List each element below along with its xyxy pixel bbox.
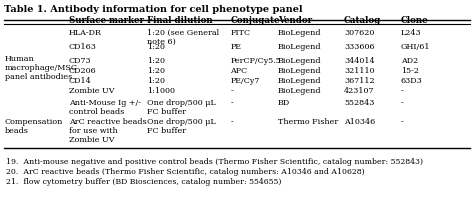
Text: Table 1. Antibody information for cell phenotype panel: Table 1. Antibody information for cell p… xyxy=(4,5,302,14)
Text: 15-2: 15-2 xyxy=(401,67,419,75)
Text: 1:1000: 1:1000 xyxy=(147,87,175,95)
Text: BioLegend: BioLegend xyxy=(278,67,321,75)
Text: CD206: CD206 xyxy=(69,67,97,75)
Text: APC: APC xyxy=(230,67,247,75)
Text: 19.  Anti-mouse negative and positive control beads (Thermo Fisher Scientific, c: 19. Anti-mouse negative and positive con… xyxy=(6,158,423,166)
Text: BioLegend: BioLegend xyxy=(278,77,321,85)
Text: PE: PE xyxy=(230,43,241,51)
Text: -: - xyxy=(401,87,403,95)
Text: One drop/500 μL
FC buffer: One drop/500 μL FC buffer xyxy=(147,99,216,116)
Text: CD73: CD73 xyxy=(69,57,91,65)
Text: Thermo Fisher: Thermo Fisher xyxy=(278,118,338,126)
Text: 321110: 321110 xyxy=(344,67,374,75)
Text: Final dilution: Final dilution xyxy=(147,16,213,25)
Text: PE/Cy7: PE/Cy7 xyxy=(230,77,260,85)
Text: BioLegend: BioLegend xyxy=(278,57,321,65)
Text: -: - xyxy=(230,99,233,107)
Text: 307620: 307620 xyxy=(344,29,374,37)
Text: -: - xyxy=(230,118,233,126)
Text: Conjugate: Conjugate xyxy=(230,16,280,25)
Text: CD14: CD14 xyxy=(69,77,92,85)
Text: FITC: FITC xyxy=(230,29,250,37)
Text: Compensation
beads: Compensation beads xyxy=(5,117,64,135)
Text: A10346: A10346 xyxy=(344,118,375,126)
Text: BioLegend: BioLegend xyxy=(278,43,321,51)
Text: 20.  ArC reactive beads (Thermo Fisher Scientific, catalog numbers: A10346 and A: 20. ArC reactive beads (Thermo Fisher Sc… xyxy=(6,168,365,176)
Text: 21.  flow cytometry buffer (BD Biosciences, catalog number: 554655): 21. flow cytometry buffer (BD Bioscience… xyxy=(6,178,282,186)
Text: 367112: 367112 xyxy=(344,77,374,85)
Text: L243: L243 xyxy=(401,29,421,37)
Text: 1:20 (see General
note 6): 1:20 (see General note 6) xyxy=(147,29,219,46)
Text: 423107: 423107 xyxy=(344,87,374,95)
Text: 1:20: 1:20 xyxy=(147,67,165,75)
Text: -: - xyxy=(401,118,403,126)
Text: Human
macrophage/MSC
panel antibodies: Human macrophage/MSC panel antibodies xyxy=(5,55,78,81)
Text: BD: BD xyxy=(278,99,290,107)
Text: Surface marker: Surface marker xyxy=(69,16,144,25)
Text: One drop/500 μL
FC buffer: One drop/500 μL FC buffer xyxy=(147,118,216,135)
Text: Catalog: Catalog xyxy=(344,16,381,25)
Text: Vendor: Vendor xyxy=(278,16,312,25)
Text: -: - xyxy=(401,99,403,107)
Text: GHI/61: GHI/61 xyxy=(401,43,430,51)
Text: Anti-Mouse Ig +/-
control beads: Anti-Mouse Ig +/- control beads xyxy=(69,99,141,116)
Text: CD163: CD163 xyxy=(69,43,97,51)
Text: 1:20: 1:20 xyxy=(147,57,165,65)
Text: ArC reactive beads
for use with
Zombie UV: ArC reactive beads for use with Zombie U… xyxy=(69,118,146,144)
Text: 344014: 344014 xyxy=(344,57,374,65)
Text: Zombie UV: Zombie UV xyxy=(69,87,115,95)
Text: BioLegend: BioLegend xyxy=(278,29,321,37)
Text: 1:20: 1:20 xyxy=(147,77,165,85)
Text: 333606: 333606 xyxy=(344,43,374,51)
Text: 63D3: 63D3 xyxy=(401,77,422,85)
Text: AD2: AD2 xyxy=(401,57,418,65)
Text: PerCP/Cy5.5: PerCP/Cy5.5 xyxy=(230,57,281,65)
Text: -: - xyxy=(230,87,233,95)
Text: HLA-DR: HLA-DR xyxy=(69,29,102,37)
Text: 552843: 552843 xyxy=(344,99,374,107)
Text: BioLegend: BioLegend xyxy=(278,87,321,95)
Text: 1:20: 1:20 xyxy=(147,43,165,51)
Text: Clone: Clone xyxy=(401,16,428,25)
